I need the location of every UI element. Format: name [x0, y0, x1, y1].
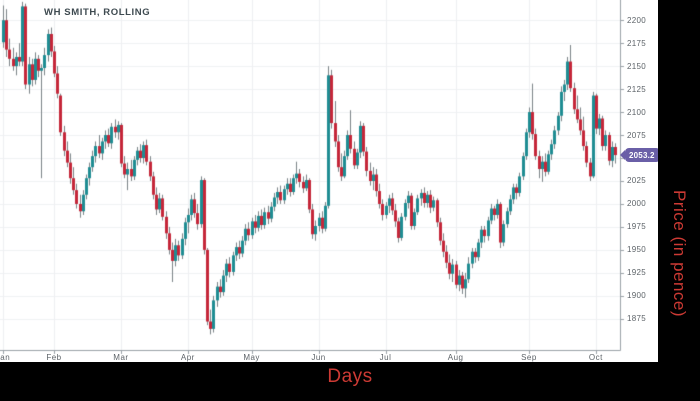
time-axis-label: Feb: [46, 353, 62, 362]
chart-panel: WH SMITH, ROLLING 2200 2175 2150 2125 2100 20…: [0, 0, 658, 362]
time-axis-label: Jan: [0, 353, 11, 362]
price-axis-label: 1925: [627, 268, 646, 278]
price-axis-label: 2125: [627, 84, 646, 94]
badge-arrow-icon: [620, 150, 625, 161]
price-axis-label: 2200: [627, 15, 646, 25]
time-axis-label: Mar: [113, 353, 129, 362]
price-axis-label: 2100: [627, 107, 646, 117]
price-axis-label: 2175: [627, 38, 646, 48]
price-axis[interactable]: 2200217521502125210020752050202520001975…: [620, 0, 658, 362]
price-axis-label: 2150: [627, 61, 646, 71]
chart-title: WH SMITH, ROLLING: [44, 7, 151, 18]
price-axis-label: 2025: [627, 176, 646, 186]
price-axis-label: 1875: [627, 314, 646, 324]
price-axis-label: 1975: [627, 222, 646, 232]
time-axis-label: Apr: [180, 353, 195, 362]
time-axis-label: Jul: [379, 353, 392, 362]
time-axis-label: Oct: [588, 353, 603, 362]
price-axis-label: 1950: [627, 245, 646, 255]
candlestick-chart-canvas[interactable]: [0, 0, 658, 362]
time-axis-label: May: [243, 353, 260, 362]
time-axis-label: Sep: [521, 353, 537, 362]
time-axis[interactable]: Jan Feb Mar Apr May Jun Jul Aug Sep Oct: [0, 351, 620, 362]
time-axis-label: Aug: [447, 353, 464, 362]
last-price-badge: 2053.2: [620, 148, 658, 163]
price-axis-label: 2075: [627, 130, 646, 140]
price-axis-label: 2000: [627, 199, 646, 209]
last-price-value: 2053.2: [629, 150, 655, 160]
price-axis-label: 1900: [627, 291, 646, 301]
time-axis-title: Days: [327, 366, 373, 387]
time-axis-label: Jun: [311, 353, 326, 362]
